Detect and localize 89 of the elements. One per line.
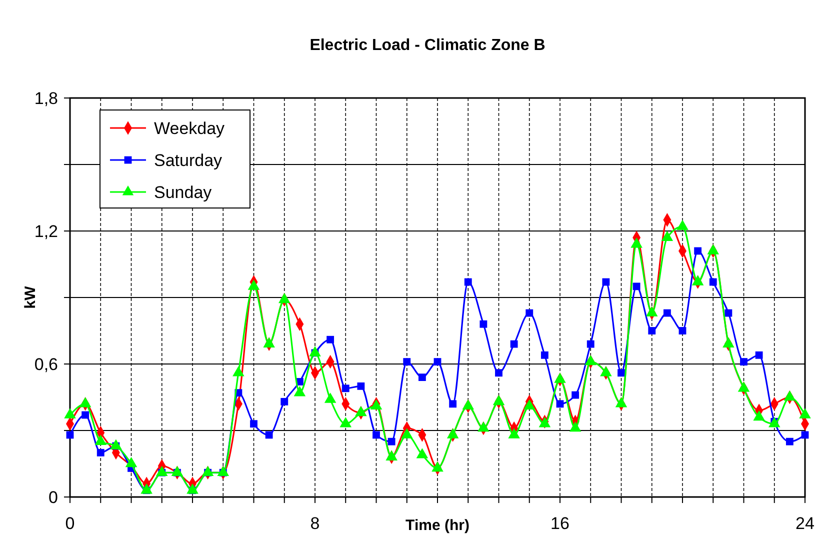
- point: [755, 351, 763, 359]
- point: [464, 278, 472, 286]
- point: [232, 366, 244, 376]
- point: [508, 428, 520, 438]
- point: [618, 369, 625, 377]
- point: [217, 466, 230, 476]
- point: [740, 358, 748, 366]
- point: [786, 438, 794, 446]
- legend-label: Saturday: [154, 150, 223, 170]
- point: [526, 309, 534, 317]
- point: [569, 421, 582, 432]
- legend-label: Sunday: [154, 182, 212, 202]
- point: [523, 399, 536, 410]
- point: [110, 439, 122, 450]
- x-tick-label: 0: [65, 514, 75, 533]
- point: [446, 428, 459, 438]
- point: [753, 410, 765, 421]
- point: [478, 421, 490, 432]
- point: [510, 340, 518, 348]
- point: [250, 420, 258, 428]
- point: [66, 431, 74, 439]
- y-tick-label: 1,8: [34, 88, 58, 108]
- point: [342, 384, 350, 392]
- point: [64, 408, 76, 418]
- y-tick-label: 0: [48, 488, 58, 507]
- y-axis-title: kW: [22, 285, 39, 309]
- point: [156, 466, 168, 476]
- point: [140, 484, 152, 494]
- point: [492, 394, 505, 406]
- point: [784, 390, 796, 401]
- point: [432, 461, 444, 472]
- point: [400, 428, 413, 438]
- point: [265, 431, 273, 439]
- x-axis-title: Time (hr): [406, 517, 470, 534]
- y-tick-label: 0,6: [34, 354, 58, 374]
- legend-label: Weekday: [154, 118, 226, 138]
- point: [615, 397, 628, 408]
- y-tick-label: 1,2: [34, 222, 58, 241]
- point: [584, 354, 597, 366]
- point: [495, 369, 502, 377]
- point: [738, 382, 750, 392]
- x-tick-label: 16: [550, 514, 570, 533]
- point: [632, 282, 640, 290]
- point: [724, 309, 732, 317]
- point: [572, 391, 580, 399]
- point: [280, 398, 288, 406]
- point: [663, 309, 671, 317]
- point: [694, 247, 702, 255]
- point: [678, 327, 686, 334]
- point: [709, 278, 717, 286]
- point: [556, 400, 564, 408]
- point: [799, 408, 811, 418]
- point: [462, 399, 474, 410]
- point: [480, 320, 488, 328]
- point: [202, 466, 214, 476]
- point: [355, 406, 367, 416]
- point: [372, 431, 380, 439]
- point: [324, 392, 336, 403]
- point: [554, 372, 566, 383]
- point: [82, 411, 90, 419]
- point: [79, 397, 92, 408]
- point: [309, 346, 321, 356]
- point: [434, 358, 442, 366]
- point: [540, 351, 548, 359]
- point: [602, 278, 610, 286]
- point: [449, 400, 457, 408]
- point: [186, 484, 198, 494]
- point: [403, 358, 411, 366]
- point: [418, 374, 426, 382]
- point: [94, 434, 107, 445]
- point: [586, 340, 594, 348]
- point: [171, 466, 184, 476]
- x-tick-label: 8: [310, 514, 320, 533]
- point: [600, 366, 612, 376]
- point: [538, 417, 551, 428]
- point: [294, 386, 306, 396]
- point: [357, 382, 365, 390]
- point: [386, 450, 398, 460]
- point: [768, 417, 780, 428]
- point: [648, 327, 656, 334]
- point: [340, 417, 352, 428]
- point: [125, 456, 138, 468]
- x-tick-label: 24: [796, 514, 814, 533]
- point: [96, 448, 104, 456]
- point: [801, 431, 809, 439]
- point: [326, 336, 334, 344]
- point: [416, 448, 428, 458]
- chart-title: Electric Load - Climatic Zone B: [310, 37, 546, 54]
- point: [388, 438, 396, 446]
